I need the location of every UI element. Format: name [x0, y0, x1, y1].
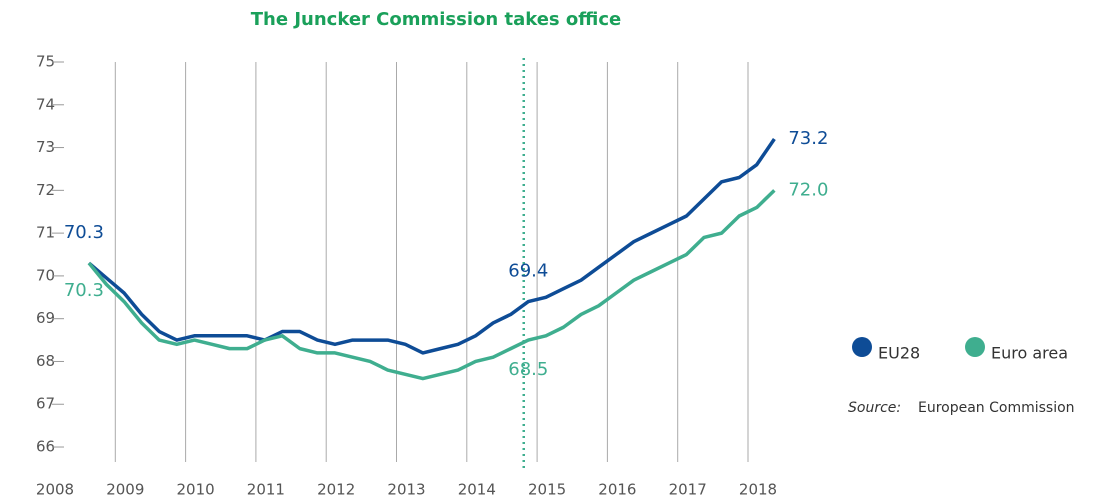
legend-label: EU28	[878, 344, 920, 363]
x-tick-label: 2018	[739, 481, 777, 499]
value-label: 72.0	[788, 179, 828, 200]
y-tick-label: 72	[36, 181, 55, 199]
value-label: 73.2	[788, 128, 828, 149]
y-tick-label: 74	[36, 95, 55, 113]
y-tick-label: 75	[36, 53, 55, 71]
y-tick-label: 68	[36, 352, 55, 370]
x-tick-label: 2012	[317, 481, 355, 499]
legend-swatch	[965, 337, 985, 357]
x-tick-label: 2013	[387, 481, 425, 499]
y-tick-label: 67	[36, 395, 55, 413]
value-label: 70.3	[64, 222, 104, 243]
x-tick-label: 2017	[669, 481, 707, 499]
value-label: 70.3	[64, 280, 104, 301]
y-tick-label: 66	[36, 438, 55, 456]
x-tick-label: 2008	[36, 481, 74, 499]
event-label: The Juncker Commission takes office	[251, 9, 621, 30]
x-tick-label: 2010	[177, 481, 215, 499]
x-tick-label: 2016	[598, 481, 636, 499]
x-tick-label: 2009	[106, 481, 144, 499]
y-tick-label: 73	[36, 138, 55, 156]
x-tick-label: 2015	[528, 481, 566, 499]
series-line	[87, 138, 776, 355]
legend-swatch	[852, 337, 872, 357]
legend-label: Euro area	[991, 344, 1068, 363]
series-line	[87, 189, 776, 381]
source: European Commission	[918, 400, 1075, 416]
y-tick-label: 71	[36, 224, 55, 242]
value-label: 68.5	[508, 359, 548, 380]
value-label: 69.4	[508, 261, 548, 282]
y-tick-label: 70	[36, 266, 55, 284]
x-tick-label: 2011	[247, 481, 285, 499]
y-tick-label: 69	[36, 309, 55, 327]
source-label: Source:	[848, 400, 901, 416]
x-tick-label: 2014	[458, 481, 496, 499]
